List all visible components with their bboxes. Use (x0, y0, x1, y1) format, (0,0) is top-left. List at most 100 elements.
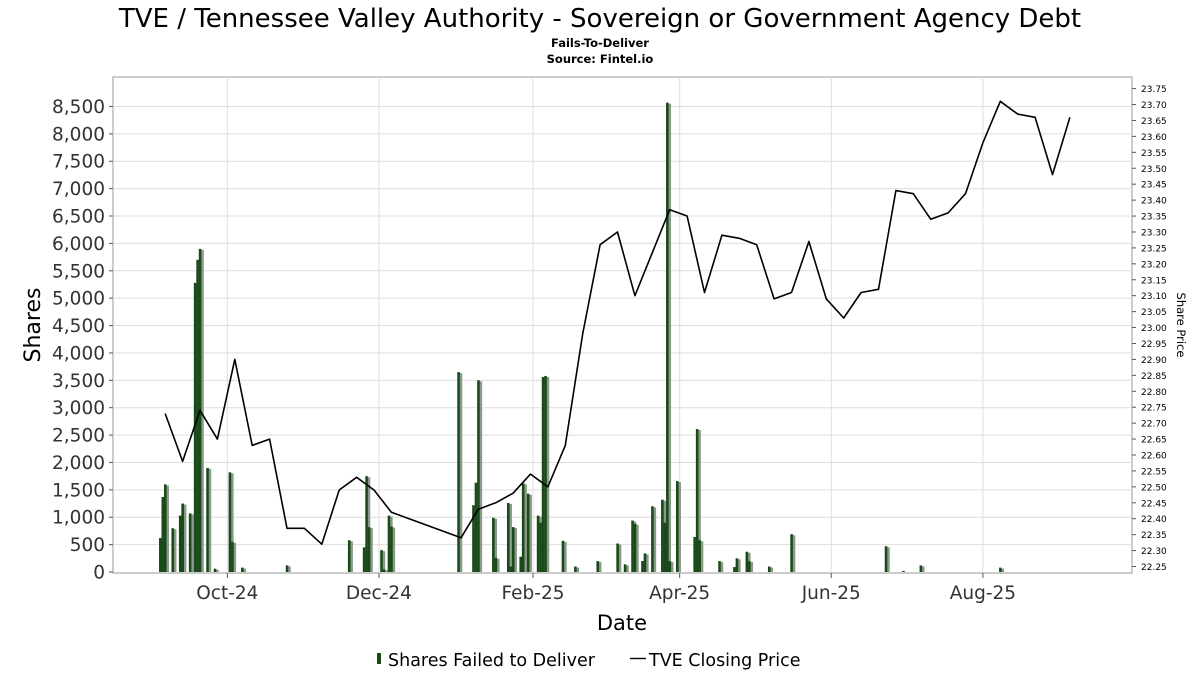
fails-bar-shadow (653, 507, 657, 572)
fails-bar-shadow (191, 514, 194, 572)
fails-bar (241, 567, 244, 572)
fails-bar (228, 472, 232, 572)
fails-bar (666, 102, 669, 573)
fails-bar (790, 534, 793, 572)
y2-tick-label: 23.35 (1141, 213, 1167, 223)
fails-bar (643, 553, 647, 572)
legend: Shares Failed to Deliver TVE Closing Pri… (377, 651, 801, 671)
fails-bar-shadow (479, 381, 483, 572)
fails-bar (380, 550, 383, 572)
y2-tick-label: 22.90 (1141, 356, 1167, 366)
fails-bar (509, 566, 513, 572)
fails-bar (188, 513, 192, 572)
fails-bar-shadow (459, 373, 463, 572)
fails-bar (457, 372, 460, 572)
fails-bar (641, 561, 644, 572)
fails-bar-shadow (646, 554, 649, 572)
y2-tick-label: 22.75 (1141, 404, 1167, 414)
y2-axis-label: Share Price (1174, 293, 1188, 358)
fails-bar (213, 568, 217, 572)
fails-bar (748, 561, 751, 572)
fails-bar-shadow (382, 551, 386, 572)
fails-bar (494, 557, 498, 572)
fails-bar (718, 561, 721, 572)
fails-bar (693, 536, 696, 572)
fails-bar-shadow (626, 565, 629, 572)
y-tick-label: 8,000 (52, 124, 105, 145)
fails-bar (574, 566, 577, 572)
fails-bar (367, 527, 371, 572)
y2-tick-label: 22.35 (1141, 531, 1167, 541)
y2-tick-label: 23.55 (1141, 149, 1167, 159)
y-tick-label: 6,500 (52, 207, 105, 228)
y-tick-label: 8,500 (52, 97, 105, 118)
y2-tick-label: 22.65 (1141, 436, 1167, 446)
y2-tick-label: 23.40 (1141, 197, 1167, 207)
x-tick-label: Feb-25 (502, 583, 565, 604)
fails-bar (735, 558, 739, 572)
fails-bar-shadow (546, 376, 550, 572)
fails-bar (695, 429, 699, 572)
fails-bar (698, 540, 701, 572)
fails-bar-shadow (576, 567, 580, 572)
legend-bar-swatch (377, 653, 381, 664)
y-axis-right: 22.25 22.30 22.35 22.40 22.45 22.50 22.55 22.60… (1132, 85, 1167, 573)
fails-bar (163, 484, 167, 572)
fails-bar (651, 506, 654, 572)
fails-bar (181, 503, 184, 572)
fails-bar (661, 499, 664, 572)
fails-bar (539, 522, 542, 572)
fails-bar (474, 482, 478, 572)
fails-bar (596, 561, 600, 572)
y-tick-label: 4,500 (52, 316, 105, 337)
y2-tick-label: 23.00 (1141, 324, 1167, 334)
chart-subtitle: Fails-To-Deliver (551, 36, 649, 50)
y2-tick-label: 22.50 (1141, 483, 1167, 493)
fails-bar-shadow (618, 544, 622, 572)
legend-bar-label: Shares Failed to Deliver (388, 651, 596, 671)
y-tick-label: 7,000 (52, 179, 105, 200)
chart-source: Source: Fintel.io (547, 52, 654, 66)
fails-bar-shadow (529, 494, 532, 572)
x-axis-label: Date (597, 611, 647, 635)
y2-tick-label: 23.05 (1141, 308, 1167, 318)
fails-bar-shadow (183, 504, 187, 572)
fails-bar (506, 502, 510, 572)
fails-bar (544, 375, 547, 572)
y2-tick-label: 22.95 (1141, 340, 1167, 350)
fails-bar (663, 522, 667, 572)
fails-bar (161, 496, 165, 572)
y2-tick-label: 22.60 (1141, 451, 1167, 461)
fails-bar (362, 547, 366, 572)
x-tick-label: Jun-25 (801, 583, 861, 604)
fails-bar-shadow (598, 562, 602, 572)
y2-tick-label: 23.75 (1141, 85, 1167, 95)
fails-bar-shadow (509, 503, 512, 572)
y2-tick-label: 23.15 (1141, 276, 1167, 286)
price-line (164, 100, 1071, 546)
fails-bar-shadow (216, 569, 219, 572)
fails-bar (733, 567, 736, 572)
fails-bar (171, 528, 175, 572)
fails-bar-shadow (564, 541, 567, 572)
fails-bar (633, 523, 637, 572)
fails-bar-shadow (173, 529, 177, 572)
fails-bar-shadow (524, 484, 527, 572)
fails-bar (526, 493, 530, 572)
fails-bar-shadow (1001, 568, 1005, 572)
fails-bar-shadow (208, 468, 212, 572)
fails-bar (668, 561, 672, 572)
fails-bar (387, 515, 391, 572)
fails-bar-shadow (514, 528, 517, 572)
x-tick-label: Apr-25 (649, 583, 710, 604)
y2-tick-label: 22.85 (1141, 372, 1167, 382)
y2-tick-label: 23.60 (1141, 133, 1167, 143)
x-tick-label: Oct-24 (196, 583, 258, 604)
fails-bar (178, 515, 182, 572)
fails-bar (541, 377, 545, 572)
fails-bar-shadow (792, 535, 796, 572)
y2-tick-label: 23.10 (1141, 292, 1167, 302)
y2-tick-label: 23.70 (1141, 101, 1167, 111)
chart-title: TVE / Tennessee Valley Authority - Sover… (118, 4, 1081, 34)
